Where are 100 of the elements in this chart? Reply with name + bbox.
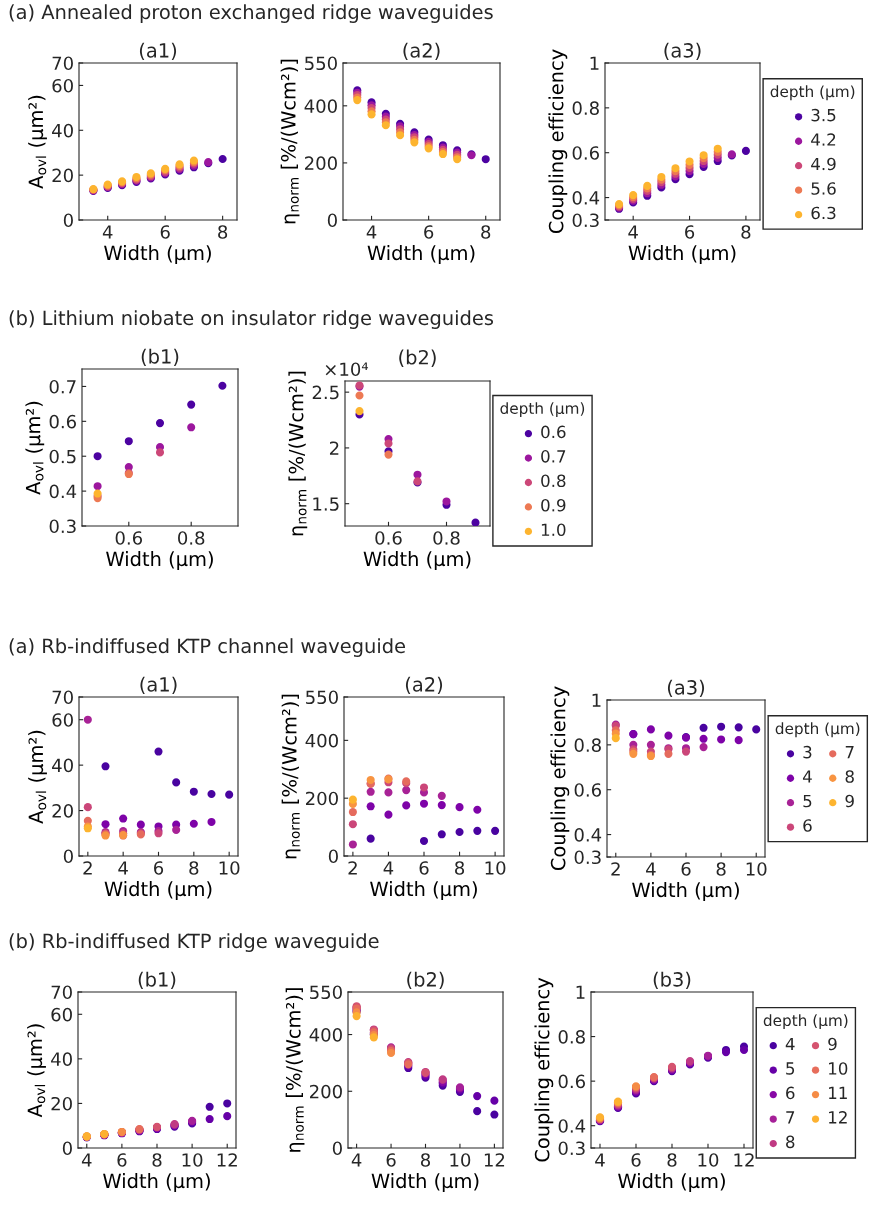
- x-tick-label: 8: [741, 225, 751, 239]
- y-axis-title: A$_{ovl}$ (μm²): [25, 401, 45, 495]
- x-tick-label: 6: [160, 225, 170, 239]
- legend-label: 6: [803, 819, 812, 832]
- x-tick-label: 4: [383, 861, 394, 875]
- x-axis-title: Width (μm): [618, 1173, 725, 1192]
- chart-subtitle: (a) Rb-indiffused KTP channel waveguide: [9, 638, 406, 657]
- x-tick-label: 4: [595, 1153, 605, 1167]
- y-tick-label: 0.4: [49, 484, 77, 499]
- chart-title: (a1): [139, 42, 177, 61]
- y-tick-label: 200: [310, 1084, 342, 1099]
- x-tick-label: 4: [646, 862, 656, 876]
- x-tick-label: 0.6: [115, 531, 143, 545]
- legend-label: 0.6: [541, 425, 566, 439]
- y-tick-label: 20: [51, 1096, 72, 1111]
- legend-label: 8: [786, 1135, 795, 1149]
- legend-label: 7: [845, 746, 854, 759]
- y-tick-label: 0.3: [572, 213, 599, 228]
- y-tick-label: 70: [52, 690, 73, 705]
- x-tick-label: 10: [182, 1153, 203, 1167]
- x-tick-label: 4: [351, 1153, 362, 1167]
- y-tick-label: 20: [52, 168, 73, 183]
- y-tick-label: 70: [52, 56, 73, 71]
- x-tick-label: 0.6: [375, 531, 402, 545]
- y-tick-label: 0.3: [574, 850, 601, 865]
- y-tick-label: 0.6: [49, 414, 76, 429]
- text: ×10⁴: [325, 362, 369, 377]
- x-tick-label: 4: [81, 1153, 92, 1167]
- y-tick-label: 550: [310, 985, 342, 1000]
- chart-title: (a2): [403, 42, 440, 61]
- chart-subtitle: (b) Lithium niobate on insulator ridge waveguides: [9, 310, 494, 329]
- y-axis-title: η$_{norm}$ [%/(Wcm²)]: [285, 988, 305, 1152]
- y-tick-label: 70: [51, 985, 72, 1000]
- y-tick-label: 0.7: [49, 379, 76, 394]
- y-tick-label: 0.8: [558, 1030, 585, 1044]
- chart-title: (a2): [405, 676, 443, 695]
- y-tick-label: 0: [328, 849, 338, 864]
- y-tick-label: 0.6: [574, 783, 601, 797]
- x-tick-label: 0.8: [178, 531, 205, 545]
- x-tick-label: 6: [154, 861, 164, 875]
- y-tick-label: 2.5: [312, 385, 339, 400]
- legend-label: 5: [803, 794, 812, 808]
- chart-subtitle: (b) Rb-indiffused KTP ridge waveguide: [9, 933, 379, 952]
- y-tick-label: 0.3: [558, 1141, 585, 1156]
- legend-label: 3: [803, 745, 812, 759]
- x-tick-label: 10: [219, 861, 240, 875]
- y-tick-label: 400: [304, 99, 337, 113]
- legend-title: depth (μm): [770, 85, 855, 101]
- y-tick-label: 60: [52, 78, 73, 93]
- y-tick-label: 550: [305, 56, 337, 71]
- y-tick-label: 0.4: [558, 1119, 586, 1133]
- x-tick-label: 8: [420, 1153, 431, 1167]
- legend-label: 9: [828, 1037, 837, 1051]
- y-tick-label: 0: [327, 213, 337, 228]
- y-axis-title: A$_{ovl}$ (μm²): [28, 730, 47, 824]
- legend-title: depth (μm): [500, 402, 585, 417]
- legend-label: 0.9: [541, 498, 566, 512]
- y-tick-label: 0.6: [558, 1074, 585, 1089]
- legend-label: 9: [845, 794, 854, 808]
- chart-title: (b1): [138, 971, 176, 990]
- y-tick-label: 1: [592, 693, 601, 707]
- legend-label: 0.8: [541, 474, 566, 488]
- y-tick-label: 0.5: [49, 449, 76, 464]
- y-axis-title: η$_{norm}$ [%/(Wcm²)]: [280, 59, 300, 224]
- legend-label: 4.9: [811, 157, 836, 171]
- y-tick-label: 2: [329, 441, 339, 455]
- x-axis-title: Width (μm): [632, 882, 739, 901]
- x-tick-label: 0.8: [433, 531, 460, 545]
- legend-label: 4: [785, 1037, 795, 1051]
- x-tick-label: 10: [698, 1153, 719, 1167]
- legend-title: depth (μm): [775, 722, 860, 738]
- x-axis-title: Width (μm): [103, 1173, 210, 1192]
- y-tick-label: 60: [52, 713, 73, 727]
- legend-label: 4.2: [811, 133, 836, 146]
- legend-label: 3.5: [811, 108, 836, 122]
- legend-label: 6.3: [811, 206, 836, 220]
- y-tick-label: 40: [51, 1052, 72, 1066]
- y-tick-label: 60: [51, 1007, 72, 1022]
- chart-title: (b3): [653, 971, 691, 990]
- legend-label: 4: [802, 770, 812, 783]
- x-tick-label: 2: [611, 862, 620, 876]
- x-axis-title: Width (μm): [104, 245, 211, 264]
- x-tick-label: 6: [631, 1153, 641, 1167]
- x-axis-title: Width (μm): [370, 881, 477, 900]
- x-tick-label: 12: [217, 1153, 237, 1167]
- x-tick-label: 6: [117, 1153, 127, 1167]
- x-tick-label: 12: [484, 1153, 505, 1167]
- chart-title: (a3): [664, 42, 701, 61]
- x-tick-label: 8: [189, 861, 199, 875]
- legend-label: 12: [829, 1111, 847, 1124]
- x-tick-label: 6: [386, 1153, 396, 1167]
- legend-label: 8: [845, 770, 854, 783]
- y-tick-label: 1: [576, 985, 585, 999]
- x-tick-label: 4: [118, 861, 128, 875]
- x-axis-title: Width (μm): [628, 245, 736, 264]
- x-tick-label: 12: [734, 1153, 754, 1167]
- x-tick-label: 10: [746, 862, 767, 876]
- x-tick-label: 2: [348, 861, 357, 875]
- chart-title: (b2): [407, 971, 444, 990]
- x-tick-label: 4: [102, 225, 113, 239]
